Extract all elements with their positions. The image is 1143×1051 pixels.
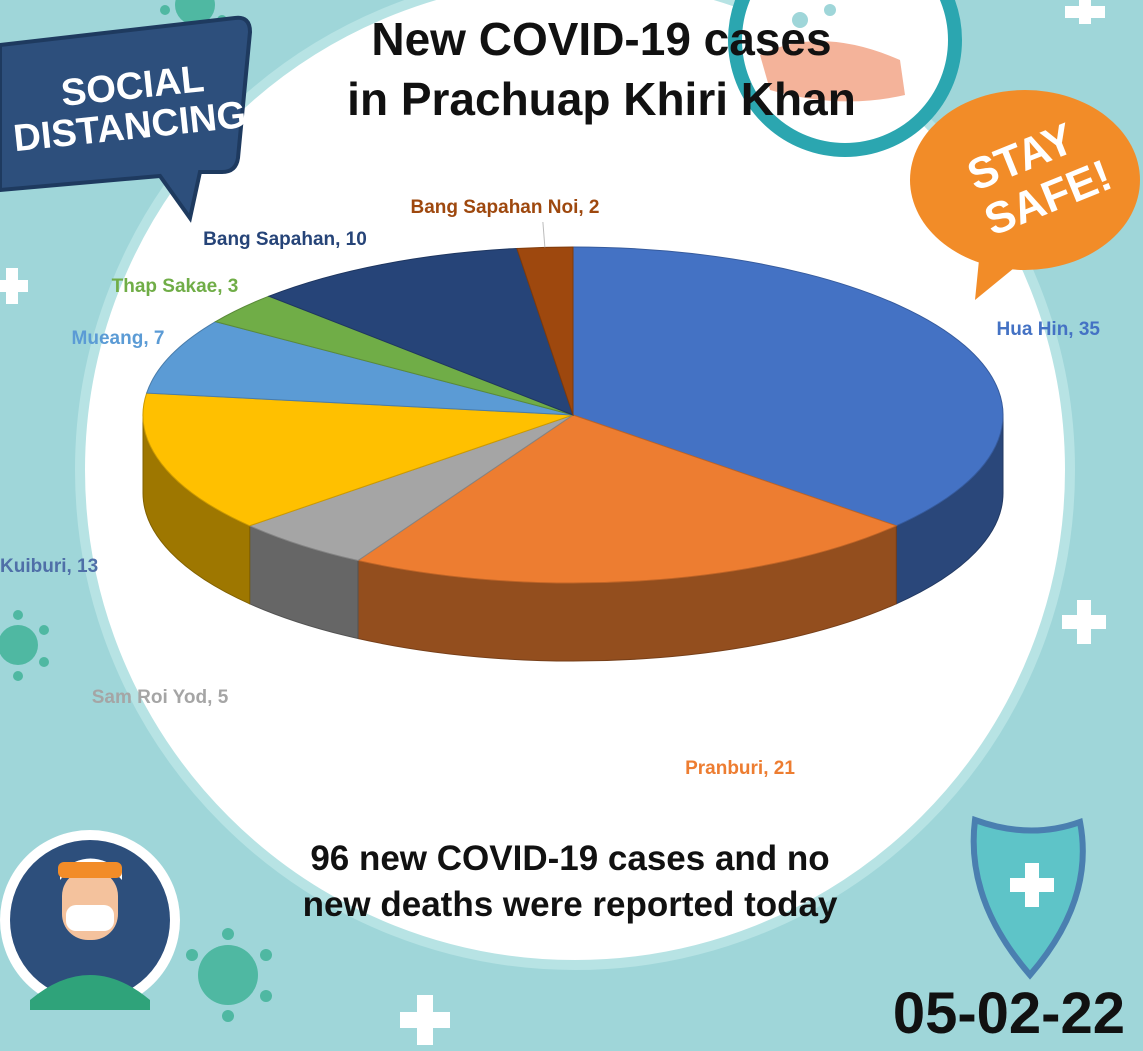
leader-line <box>542 221 546 248</box>
pie-chart <box>142 246 1004 662</box>
pie-label-pranburi: Pranburi, 21 <box>685 758 795 779</box>
stay-safe-badge: STAY SAFE! <box>910 90 1140 300</box>
pie-label-bang-sapahan: Bang Sapahan, 10 <box>203 229 367 250</box>
pie-slice-pranburi <box>356 414 898 584</box>
summary-line2: new deaths were reported today <box>302 885 838 924</box>
pie-slice-sam-roi-yod <box>248 414 574 562</box>
pie-slice-mueang <box>145 321 574 416</box>
plus-icon <box>0 268 28 304</box>
summary-text: 96 new COVID-19 cases and no new deaths … <box>210 836 930 928</box>
pie-label-bang-sapahan-noi: Bang Sapahan Noi, 2 <box>411 197 600 218</box>
pie-label-sam-roi-yod: Sam Roi Yod, 5 <box>92 687 229 708</box>
pie-slice-bang-sapahan <box>267 247 574 416</box>
pie-label-thap-sakae: Thap Sakae, 3 <box>112 276 239 297</box>
plus-icon <box>400 995 450 1045</box>
masked-person-avatar <box>0 830 180 1010</box>
plus-icon <box>1062 600 1106 644</box>
pie-slice-hua-hin <box>572 246 1004 527</box>
pie-label-kuiburi: Kuiburi, 13 <box>0 556 98 577</box>
pie-slice-kuiburi <box>142 392 574 527</box>
pie-label-mueang: Mueang, 7 <box>72 328 165 349</box>
pie-labels: Hua Hin, 35 Pranburi, 21 Sam Roi Yod, 5 Kui… <box>0 197 1100 779</box>
page-title-line2: in Prachuap Khiri Khan <box>347 73 856 125</box>
plus-icon <box>1065 0 1105 24</box>
summary-line1: 96 new COVID-19 cases and no <box>310 839 830 878</box>
page-title-line1: New COVID-19 cases <box>371 13 832 65</box>
virus-icon <box>186 928 272 1022</box>
pie-label-hua-hin: Hua Hin, 35 <box>997 319 1101 340</box>
virus-icon <box>0 610 49 681</box>
shield-icon <box>970 815 1086 980</box>
report-date: 05-02-22 <box>892 981 1125 1046</box>
social-distancing-badge: SOCIAL DISTANCING <box>0 15 253 223</box>
handwash-icon <box>728 0 962 157</box>
